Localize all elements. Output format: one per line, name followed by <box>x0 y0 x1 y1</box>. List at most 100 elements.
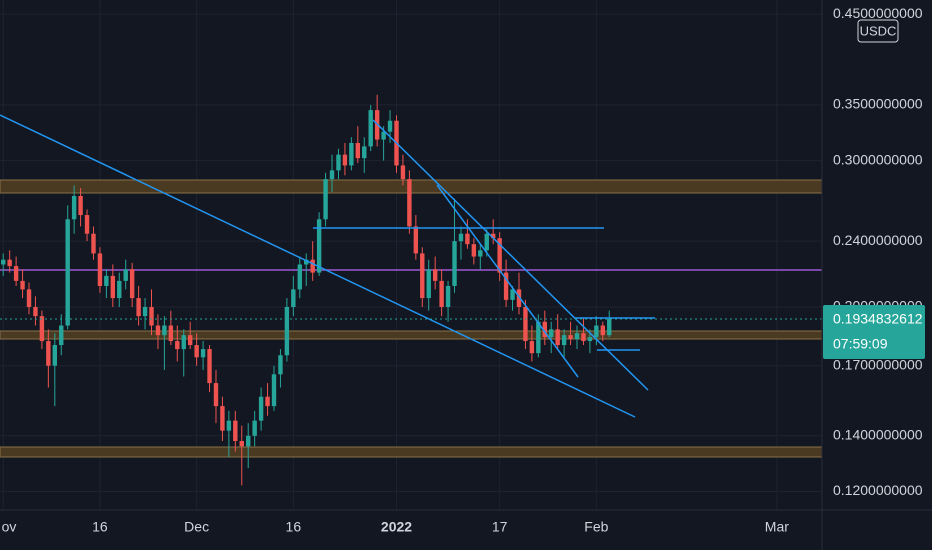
candle-body <box>220 406 225 431</box>
candle-body <box>252 420 257 436</box>
candle-body <box>226 420 232 431</box>
candle-body <box>426 269 431 299</box>
candle-body <box>97 253 103 286</box>
y-tick-label: 0.2400000000 <box>833 232 923 248</box>
candle-body <box>600 325 605 336</box>
candle-body <box>46 341 51 366</box>
candle-body <box>213 383 219 407</box>
candle-body <box>65 219 70 326</box>
x-tick-label: Dec <box>184 519 209 535</box>
candle-body <box>413 226 419 254</box>
candle-body <box>142 307 148 317</box>
candle-body <box>291 289 296 308</box>
candle-body <box>568 335 573 340</box>
candle-body <box>497 238 502 273</box>
candle-body <box>471 244 477 257</box>
candle-body <box>594 325 599 338</box>
candle-body <box>555 329 560 346</box>
candle-body <box>536 321 541 354</box>
candle-body <box>561 335 567 346</box>
y-tick-label: 0.3000000000 <box>833 151 923 167</box>
candle-body <box>400 165 406 180</box>
y-tick-label: 0.3500000000 <box>833 96 923 112</box>
candle-body <box>59 325 64 346</box>
candle-body <box>284 307 290 356</box>
candle-body <box>323 179 328 220</box>
candle-body <box>297 264 302 290</box>
candle-body <box>420 253 425 299</box>
candle-body <box>26 289 32 308</box>
candle-body <box>336 154 341 171</box>
x-tick-label: 16 <box>92 519 108 535</box>
candle-body <box>278 355 283 375</box>
candle-body <box>542 321 547 338</box>
candle-body <box>445 285 451 308</box>
last-price-badge: 0.1934832612 07:59:09 <box>823 304 925 359</box>
currency-badge <box>857 19 899 43</box>
candles <box>1 94 612 486</box>
candle-body <box>523 307 528 342</box>
candle-body <box>316 219 322 273</box>
drawings <box>0 114 655 418</box>
candle-body <box>155 325 161 336</box>
candle-body <box>381 131 386 140</box>
x-tick-label: ov <box>2 519 17 535</box>
candle-body <box>439 280 444 308</box>
candle-body <box>117 280 122 299</box>
x-tick-label: Feb <box>584 519 608 535</box>
candle-body <box>452 241 457 286</box>
candle-body <box>529 341 535 354</box>
candle-body <box>149 307 154 326</box>
y-tick-label: 0.1400000000 <box>833 427 923 443</box>
candle-body <box>342 154 348 166</box>
candle-body <box>516 289 522 308</box>
last-price-box <box>823 304 925 359</box>
candle-body <box>7 259 12 267</box>
candle-body <box>574 333 580 340</box>
candle-body <box>349 142 354 166</box>
candle-body <box>20 280 25 290</box>
candle-body <box>181 335 186 350</box>
candle-body <box>510 289 515 300</box>
candle-body <box>123 269 128 281</box>
y-tick-label: 0.4500000000 <box>833 5 923 21</box>
trendline <box>372 119 649 391</box>
candle-body <box>587 337 593 342</box>
candle-body <box>329 170 335 180</box>
candle-body <box>33 307 38 317</box>
candle-body <box>39 316 45 342</box>
x-tick-label: 16 <box>286 519 302 535</box>
currency-label: USDC <box>860 23 897 38</box>
candle-body <box>194 345 199 358</box>
candle-body <box>581 333 586 342</box>
candle-body <box>503 272 509 300</box>
zone <box>0 330 823 340</box>
candle-body <box>200 349 206 358</box>
candle-body <box>239 441 244 447</box>
candle-body <box>233 420 238 442</box>
candle-body <box>362 146 367 159</box>
candle-body <box>265 396 270 407</box>
candle-body <box>187 335 193 346</box>
candle-body <box>1 259 6 265</box>
candle-body <box>91 233 96 254</box>
candle-body <box>175 341 180 350</box>
candle-body <box>104 275 109 286</box>
candle-body <box>432 269 438 281</box>
candle-body <box>71 195 77 220</box>
candle-body <box>484 233 489 251</box>
candle-body <box>355 142 361 159</box>
candle-body <box>136 298 141 317</box>
y-tick-label: 0.1200000000 <box>833 482 923 498</box>
candle-body <box>407 179 412 227</box>
x-tick-label: 17 <box>492 519 508 535</box>
candle-body <box>162 325 167 336</box>
trendline <box>436 184 579 378</box>
trendline <box>0 114 636 418</box>
candle-body <box>387 120 393 132</box>
candle-body <box>168 325 174 342</box>
candle-body <box>258 396 264 421</box>
candle-body <box>78 195 83 216</box>
